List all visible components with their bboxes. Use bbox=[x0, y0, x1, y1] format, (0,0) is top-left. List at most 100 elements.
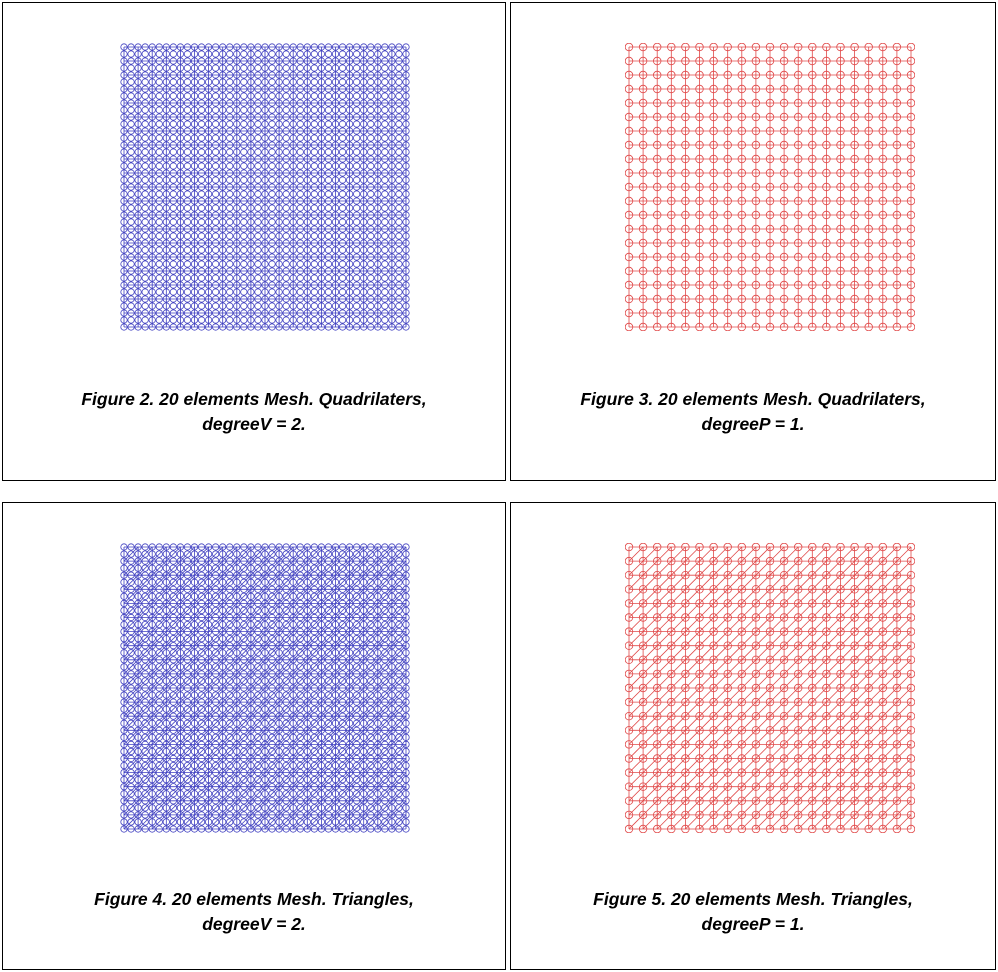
mesh-edge bbox=[896, 715, 912, 731]
mesh-node bbox=[303, 719, 311, 727]
mesh-node bbox=[183, 818, 192, 826]
mesh-node bbox=[395, 564, 403, 572]
mesh-node bbox=[197, 113, 206, 121]
mesh-node bbox=[695, 154, 704, 164]
mesh-node bbox=[381, 649, 389, 657]
mesh-node bbox=[324, 57, 333, 65]
mesh-node bbox=[303, 635, 311, 643]
mesh-node bbox=[388, 253, 396, 261]
mesh-edge bbox=[628, 631, 644, 646]
mesh-node bbox=[226, 691, 234, 699]
mesh-node bbox=[219, 776, 227, 784]
mesh-node bbox=[289, 155, 297, 163]
mesh-node bbox=[822, 43, 831, 52]
mesh-node bbox=[176, 571, 185, 579]
mesh-node bbox=[134, 274, 142, 282]
mesh-node bbox=[353, 78, 361, 86]
mesh-node bbox=[751, 599, 761, 608]
mesh-node bbox=[219, 169, 227, 177]
mesh-node bbox=[360, 698, 368, 706]
mesh-node bbox=[282, 747, 290, 756]
mesh-node bbox=[303, 705, 311, 713]
mesh-node bbox=[233, 183, 241, 191]
mesh-node bbox=[723, 627, 732, 636]
mesh-node bbox=[695, 711, 704, 721]
mesh-node bbox=[338, 804, 347, 812]
mesh-node bbox=[303, 740, 311, 748]
mesh-node bbox=[395, 571, 403, 579]
mesh-edge bbox=[656, 772, 672, 787]
mesh-node bbox=[183, 656, 192, 664]
mesh-node bbox=[317, 613, 325, 622]
mesh-node bbox=[120, 818, 128, 826]
mesh-node bbox=[197, 754, 206, 763]
mesh-node bbox=[169, 818, 177, 826]
mesh-node bbox=[296, 754, 304, 763]
mesh-node bbox=[317, 281, 325, 289]
mesh-edge bbox=[812, 814, 827, 830]
mesh-node bbox=[638, 726, 648, 735]
mesh-node bbox=[681, 196, 690, 206]
mesh-node bbox=[388, 78, 396, 86]
mesh-node bbox=[395, 316, 403, 324]
mesh-node bbox=[197, 246, 206, 254]
mesh-node bbox=[141, 698, 149, 706]
mesh-edge bbox=[882, 546, 898, 562]
mesh-node bbox=[261, 141, 269, 149]
mesh-node bbox=[346, 274, 354, 282]
mesh-node bbox=[240, 571, 248, 579]
mesh-edge bbox=[755, 786, 771, 802]
mesh-node bbox=[695, 238, 704, 248]
mesh-node bbox=[134, 260, 142, 268]
mesh-node bbox=[282, 733, 290, 741]
mesh-node bbox=[395, 543, 403, 551]
mesh-node bbox=[240, 649, 248, 657]
mesh-node bbox=[282, 99, 290, 107]
mesh-node bbox=[850, 154, 859, 164]
mesh-node bbox=[723, 768, 732, 777]
mesh-node bbox=[388, 564, 396, 572]
mesh-node bbox=[141, 309, 149, 317]
mesh-node bbox=[141, 571, 149, 579]
mesh-node bbox=[310, 134, 318, 142]
mesh-node bbox=[289, 585, 297, 593]
mesh-node bbox=[282, 769, 290, 777]
mesh-node bbox=[275, 776, 283, 784]
mesh-node bbox=[751, 726, 761, 735]
mesh-node bbox=[247, 825, 255, 833]
mesh-node bbox=[289, 50, 297, 58]
mesh-node bbox=[205, 316, 213, 324]
mesh-node bbox=[205, 663, 213, 671]
mesh-node bbox=[737, 238, 746, 248]
mesh-node bbox=[275, 225, 283, 233]
mesh-node bbox=[367, 232, 375, 240]
mesh-node bbox=[233, 606, 241, 615]
mesh-node bbox=[261, 169, 269, 177]
mesh-node bbox=[275, 281, 283, 289]
mesh-node bbox=[374, 260, 382, 268]
mesh-edge bbox=[868, 546, 884, 562]
mesh-node bbox=[723, 56, 732, 66]
mesh-node bbox=[162, 543, 170, 551]
mesh-edge bbox=[656, 589, 672, 604]
mesh-node bbox=[346, 253, 354, 261]
mesh-node bbox=[219, 613, 227, 622]
mesh-edges bbox=[123, 46, 407, 328]
mesh-node bbox=[261, 613, 269, 622]
mesh-node bbox=[402, 592, 410, 600]
mesh-node bbox=[162, 761, 170, 770]
mesh-edge bbox=[797, 786, 813, 802]
mesh-node bbox=[162, 691, 170, 699]
mesh-node bbox=[134, 92, 142, 100]
mesh-node bbox=[346, 740, 354, 748]
mesh-node bbox=[324, 148, 333, 156]
mesh-node bbox=[162, 288, 170, 296]
mesh-node bbox=[162, 211, 170, 219]
mesh-node bbox=[205, 747, 213, 756]
mesh-node bbox=[310, 309, 318, 317]
mesh-node bbox=[183, 543, 192, 551]
mesh-node bbox=[723, 266, 732, 276]
mesh-node bbox=[127, 769, 135, 777]
mesh-node bbox=[261, 99, 269, 107]
mesh-node bbox=[353, 585, 361, 593]
